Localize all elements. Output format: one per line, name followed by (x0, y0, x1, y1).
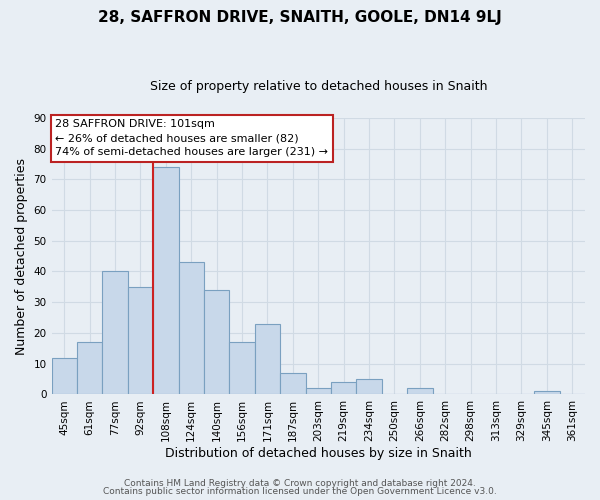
Bar (305, 388, 331, 394)
Bar (204, 290, 229, 395)
Bar (52, 358, 77, 395)
Bar (356, 379, 382, 394)
Bar (77, 342, 103, 394)
Text: Contains HM Land Registry data © Crown copyright and database right 2024.: Contains HM Land Registry data © Crown c… (124, 478, 476, 488)
Bar (153, 167, 179, 394)
Bar (179, 262, 204, 394)
Title: Size of property relative to detached houses in Snaith: Size of property relative to detached ho… (149, 80, 487, 93)
Bar (407, 388, 433, 394)
Y-axis label: Number of detached properties: Number of detached properties (15, 158, 28, 354)
Text: 28 SAFFRON DRIVE: 101sqm
← 26% of detached houses are smaller (82)
74% of semi-d: 28 SAFFRON DRIVE: 101sqm ← 26% of detach… (55, 120, 328, 158)
Bar (534, 392, 560, 394)
Bar (103, 272, 128, 394)
Bar (229, 342, 255, 394)
X-axis label: Distribution of detached houses by size in Snaith: Distribution of detached houses by size … (165, 447, 472, 460)
Bar (255, 324, 280, 394)
Bar (331, 382, 356, 394)
Bar (280, 373, 305, 394)
Bar (128, 287, 153, 395)
Text: 28, SAFFRON DRIVE, SNAITH, GOOLE, DN14 9LJ: 28, SAFFRON DRIVE, SNAITH, GOOLE, DN14 9… (98, 10, 502, 25)
Text: Contains public sector information licensed under the Open Government Licence v3: Contains public sector information licen… (103, 487, 497, 496)
